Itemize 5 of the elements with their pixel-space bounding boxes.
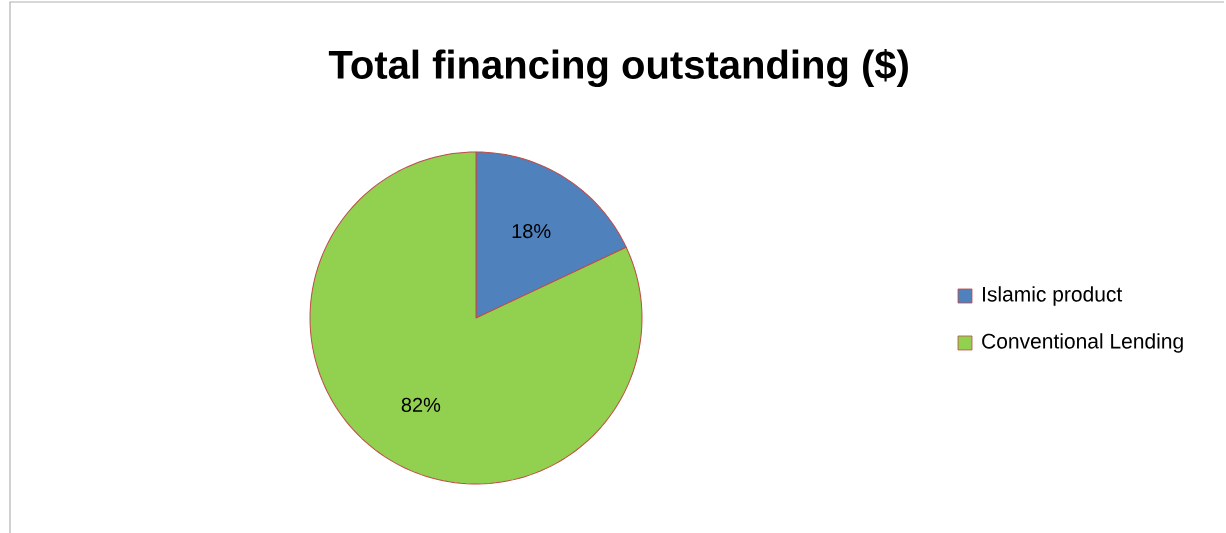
chart-title: Total financing outstanding ($) — [328, 48, 908, 88]
legend-label: Conventional Lending — [982, 333, 1183, 353]
data-label: 82% — [401, 397, 441, 412]
data-label: 18% — [512, 224, 551, 239]
legend-label: Islamic product — [983, 286, 1123, 306]
